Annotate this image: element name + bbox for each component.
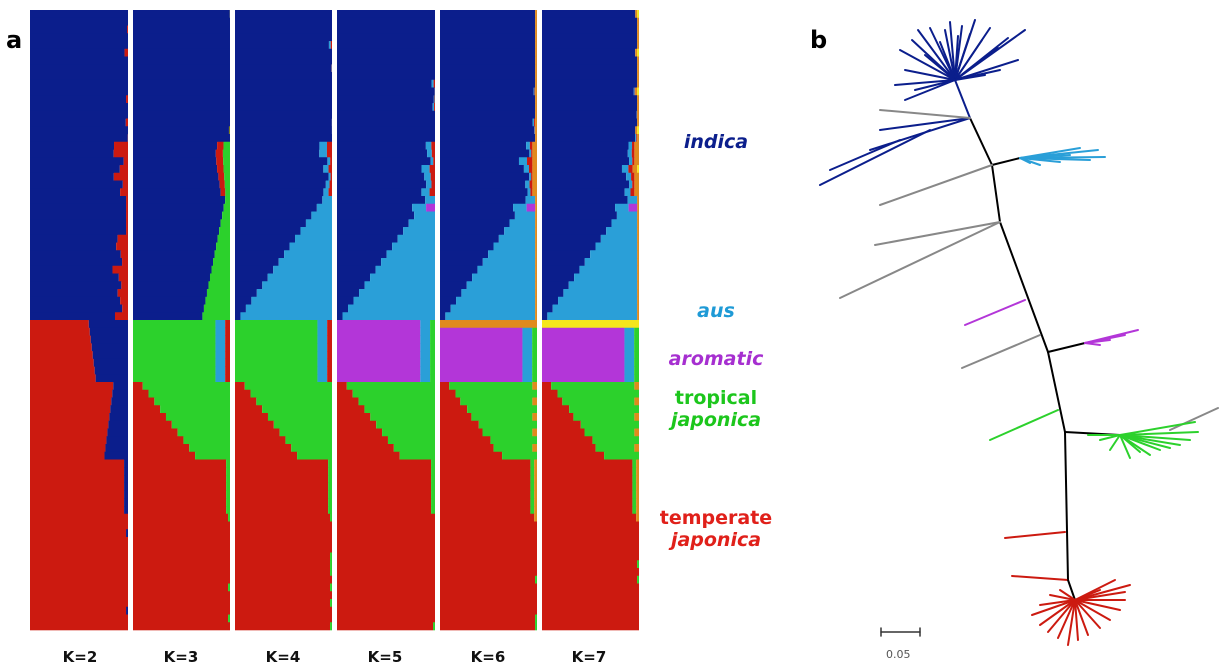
backbone-branch-1	[992, 165, 1000, 222]
gray-branch-1	[880, 165, 992, 205]
k7-label: K=7	[544, 648, 634, 666]
tropical-japonica-label: tropical japonica	[636, 387, 796, 431]
gray-branch-2	[875, 222, 1000, 245]
gray-branch-5	[1170, 408, 1218, 430]
scale-bar-label: 0.05	[886, 648, 911, 661]
gray-branch-0	[880, 110, 970, 118]
temperate-leaf-1	[1012, 576, 1068, 580]
temperate-leaf-0	[1005, 532, 1065, 538]
backbone-branch-3	[1048, 352, 1065, 432]
temperate-japonica-label: temperate japonica	[636, 507, 796, 551]
indica-long-3	[880, 118, 970, 130]
k3-label: K=3	[136, 648, 226, 666]
indica-label: indica	[636, 131, 796, 153]
k6-label: K=6	[443, 648, 533, 666]
indica-stem	[955, 80, 970, 118]
aromatic-label: aromatic	[636, 348, 796, 370]
gray-branch-3	[840, 222, 1000, 298]
panel-a-label: a	[6, 26, 22, 54]
indica-long-2	[820, 130, 930, 185]
gray-branch-4	[962, 335, 1040, 368]
aus-label: aus	[636, 300, 796, 322]
tropical-leaf-0	[990, 410, 1058, 440]
aromatic-leaf-4	[1085, 343, 1100, 345]
panel-b-label: b	[810, 26, 827, 54]
indica-long-4	[830, 140, 900, 170]
backbone-branch-0	[970, 118, 992, 165]
k2-label: K=2	[35, 648, 125, 666]
backbone-branch-4	[1065, 432, 1068, 580]
k5-label: K=5	[340, 648, 430, 666]
k4-label: K=4	[238, 648, 328, 666]
aromatic-stem	[1048, 343, 1085, 352]
aromatic-leaf-0	[965, 300, 1025, 325]
backbone-branch-2	[1000, 222, 1048, 352]
aus-stem	[992, 158, 1020, 165]
